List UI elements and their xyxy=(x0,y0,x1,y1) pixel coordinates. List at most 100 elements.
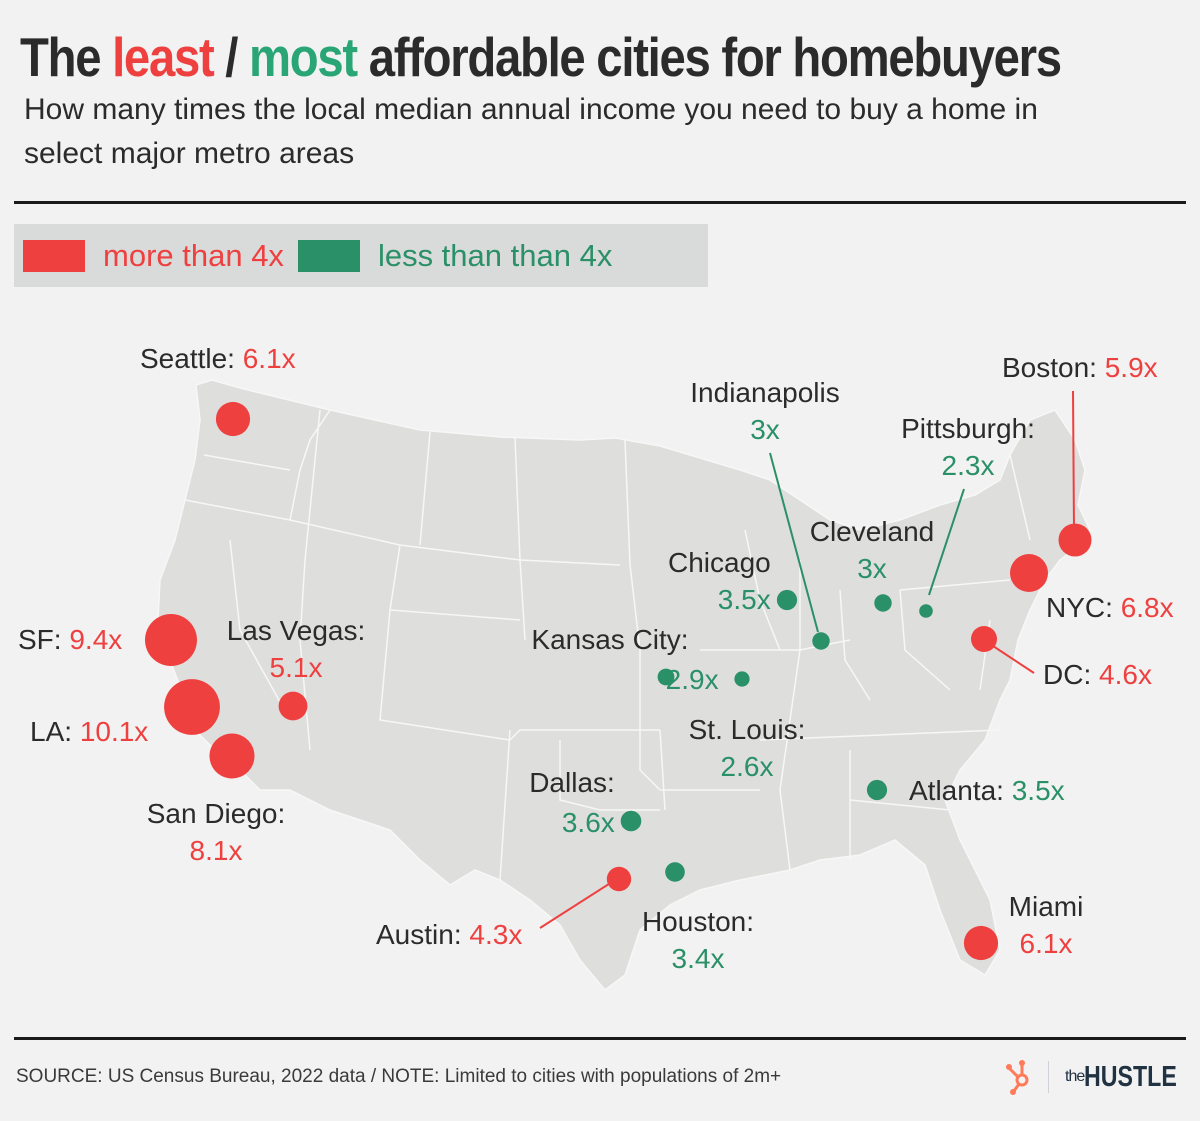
label-pittsburgh: Pittsburgh: 2.3x xyxy=(901,410,1035,484)
city-name: Dallas: xyxy=(529,767,615,798)
city-value: 3x xyxy=(857,553,887,584)
leader-austin xyxy=(539,881,613,929)
marker-cleveland[interactable] xyxy=(874,594,892,612)
leader-indianapolis xyxy=(769,452,819,633)
city-value: 3x xyxy=(750,414,780,445)
label-houston: Houston: 3.4x xyxy=(642,903,754,977)
marker-houston[interactable] xyxy=(665,862,685,882)
marker-atlanta[interactable] xyxy=(866,779,888,801)
city-name: Houston: xyxy=(641,906,755,937)
subtitle: How many times the local median annual i… xyxy=(24,93,1038,170)
city-name: Kansas City: xyxy=(531,624,689,655)
city-name: Miami xyxy=(1008,891,1084,922)
city-name: SF: xyxy=(18,624,62,655)
city-name: Pittsburgh: xyxy=(901,413,1035,444)
marker-chicago[interactable] xyxy=(776,589,798,611)
us-landmass xyxy=(157,379,1091,992)
label-austin: Austin: 4.3x xyxy=(376,918,522,952)
city-value: 8.1x xyxy=(189,835,243,866)
city-value: 6.1x xyxy=(242,343,296,374)
city-value: 4.6x xyxy=(1099,659,1152,690)
city-name: Atlanta: xyxy=(909,775,1004,806)
leader-boston xyxy=(1072,390,1075,531)
title-part-0: The xyxy=(20,26,113,88)
page-title: The least / most affordable cities for h… xyxy=(20,22,1062,92)
top-divider xyxy=(14,201,1186,204)
marker-austin[interactable] xyxy=(606,866,632,892)
marker-san-diego[interactable] xyxy=(209,733,255,779)
city-name: NYC: xyxy=(1046,592,1113,623)
label-san-diego: San Diego: 8.1x xyxy=(147,795,286,869)
marker-las-vegas[interactable] xyxy=(278,691,308,721)
city-value: 3.5x xyxy=(717,584,771,615)
hubspot-sprocket-icon xyxy=(1006,1060,1029,1095)
label-dallas: Dallas: 3.6x xyxy=(529,763,615,843)
city-name: Chicago xyxy=(668,547,771,578)
city-value: 5.9x xyxy=(1104,352,1158,383)
marker-pittsburgh[interactable] xyxy=(919,604,933,618)
bottom-divider xyxy=(14,1037,1186,1040)
title-part-3: most xyxy=(249,26,358,88)
marker-seattle[interactable] xyxy=(215,401,251,437)
label-nyc: NYC: 6.8x xyxy=(1046,591,1174,625)
marker-nyc[interactable] xyxy=(1010,554,1048,592)
city-value: 6.8x xyxy=(1120,592,1174,623)
city-name: Indianapolis xyxy=(690,377,840,408)
label-cleveland: Cleveland 3x xyxy=(810,513,935,587)
city-value: 2.9x xyxy=(665,664,719,695)
title-part-1: least xyxy=(112,26,215,88)
label-atlanta: Atlanta: 3.5x xyxy=(909,774,1065,808)
city-value: 3.4x xyxy=(671,943,725,974)
city-value: 9.4x xyxy=(69,624,123,655)
label-kansas-city: Kansas City: 2.9x xyxy=(531,620,718,700)
logo-the: the xyxy=(1065,1068,1085,1085)
city-name: St. Louis: xyxy=(688,714,806,745)
logo-hustle: HUSTLE xyxy=(1084,1060,1178,1093)
marker-miami[interactable] xyxy=(963,925,999,961)
marker-st-louis[interactable] xyxy=(734,671,750,687)
city-name: Boston: xyxy=(1002,352,1097,383)
legend-label-high: more than 4x xyxy=(103,237,284,273)
city-value: 2.6x xyxy=(720,751,774,782)
city-name: Seattle: xyxy=(140,343,235,374)
legend: more than 4x less than than 4x xyxy=(14,224,708,287)
marker-dc[interactable] xyxy=(971,626,997,652)
label-boston: Boston: 5.9x xyxy=(1002,351,1158,385)
city-name: Austin: xyxy=(376,919,462,950)
source-note: SOURCE: US Census Bureau, 2022 data / NO… xyxy=(16,1066,782,1087)
city-value: 5.1x xyxy=(269,652,323,683)
city-name: DC: xyxy=(1043,659,1092,690)
label-st-louis: St. Louis: 2.6x xyxy=(689,711,806,785)
marker-kansas-city[interactable] xyxy=(657,668,675,686)
marker-la[interactable] xyxy=(164,679,220,735)
legend-swatch-high xyxy=(23,239,85,272)
label-las-vegas: Las Vegas: 5.1x xyxy=(227,612,366,686)
city-name: San Diego: xyxy=(146,798,286,829)
label-seattle: Seattle: 6.1x xyxy=(140,342,296,376)
city-value: 3.6x xyxy=(561,807,615,838)
marker-indianapolis[interactable] xyxy=(812,632,830,650)
marker-sf[interactable] xyxy=(145,614,197,666)
city-markers xyxy=(145,401,1092,961)
city-value: 4.3x xyxy=(469,919,523,950)
label-miami: Miami 6.1x xyxy=(1009,888,1084,962)
city-value: 3.5x xyxy=(1011,775,1065,806)
legend-swatch-low xyxy=(297,239,360,272)
label-chicago: Chicago 3.5x xyxy=(668,544,771,618)
city-value: 2.3x xyxy=(941,450,995,481)
legend-label-low: less than than 4x xyxy=(377,237,613,273)
marker-dallas[interactable] xyxy=(620,810,642,832)
title-part-4: affordable cities for homebuyers xyxy=(356,26,1062,88)
title-part-2: / xyxy=(213,26,250,88)
city-name: LA: xyxy=(30,716,73,747)
leader-lines xyxy=(539,390,1075,929)
city-name: Las Vegas: xyxy=(226,615,366,646)
brand-logo: the HUSTLE xyxy=(1006,1058,1200,1096)
label-dc: DC: 4.6x xyxy=(1043,658,1152,692)
us-outline xyxy=(157,379,1091,992)
leader-dc xyxy=(989,643,1035,674)
label-indianapolis: Indianapolis 3x xyxy=(690,374,839,448)
city-name: Cleveland xyxy=(809,516,935,547)
marker-boston[interactable] xyxy=(1058,523,1092,557)
